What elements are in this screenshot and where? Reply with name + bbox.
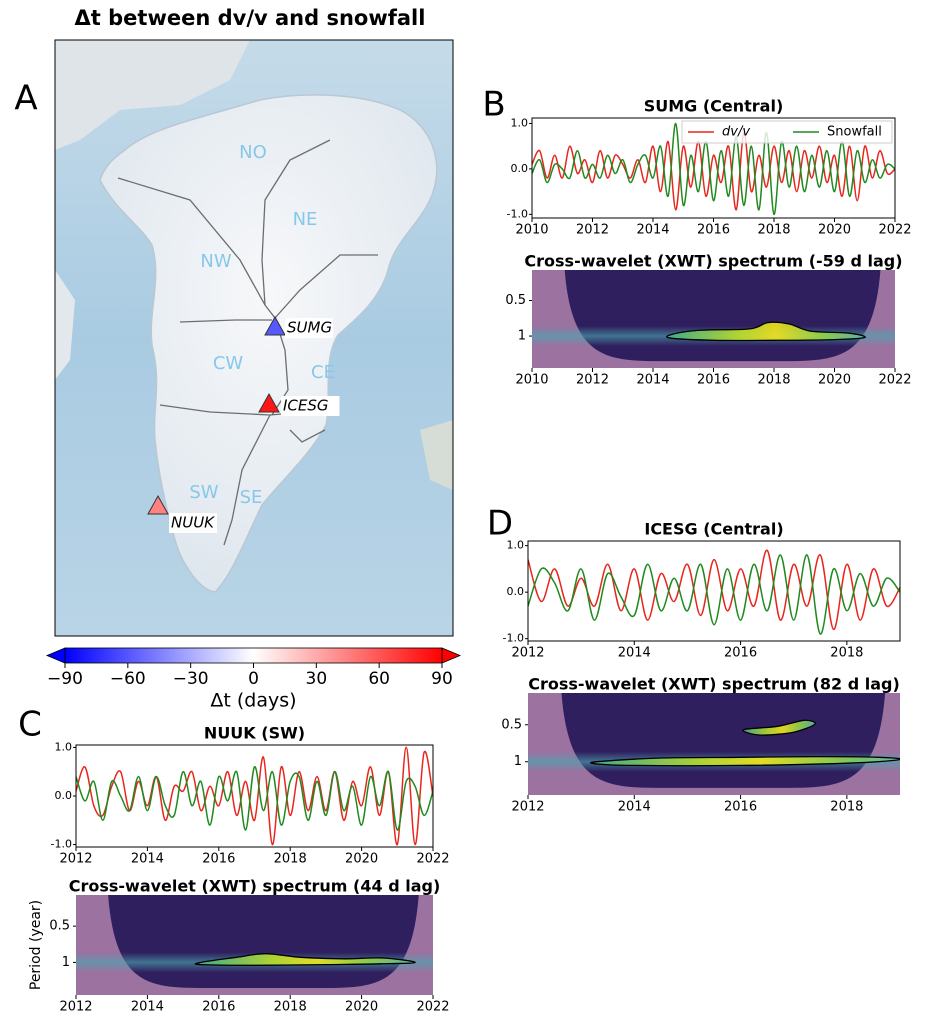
x-tick-label: 2010 — [515, 223, 548, 238]
legend-label: dv/v — [722, 125, 750, 140]
y-tick-label: 0.5 — [49, 919, 70, 934]
panel-title: Cross-wavelet (XWT) spectrum (44 d lag) — [69, 877, 441, 896]
y-tick-label: 1 — [514, 754, 522, 769]
x-tick-label: 2016 — [697, 223, 730, 238]
x-tick-label: 2014 — [618, 800, 651, 815]
x-tick-label: 30 — [306, 669, 328, 689]
region-label: CW — [213, 353, 244, 374]
x-tick-label: −90 — [47, 669, 83, 689]
x-tick-label: 2018 — [757, 373, 790, 388]
panel-title: Cross-wavelet (XWT) spectrum (-59 d lag) — [524, 252, 902, 271]
series-line — [528, 555, 900, 634]
x-tick-label: −60 — [110, 669, 146, 689]
x-tick-label: 2014 — [636, 373, 669, 388]
x-tick-label: 2016 — [697, 373, 730, 388]
panel-letter: A — [14, 79, 37, 119]
x-tick-label: 2010 — [515, 373, 548, 388]
y-tick-label: 0.0 — [511, 162, 529, 175]
y-tick-label: 1.0 — [511, 116, 529, 129]
x-tick-label: 2012 — [576, 373, 609, 388]
x-tick-label: 2014 — [131, 852, 164, 867]
x-tick-label: 2016 — [202, 852, 235, 867]
x-tick-label: 2014 — [636, 223, 669, 238]
station-label: ICESG — [283, 397, 329, 415]
region-label: SW — [189, 482, 218, 503]
y-axis-label: Period (year) — [28, 900, 44, 990]
x-tick-label: 2018 — [830, 800, 863, 815]
spectrum — [532, 270, 895, 368]
x-tick-label: 0 — [248, 669, 259, 689]
y-tick-label: 0.0 — [55, 789, 73, 802]
y-tick-label: -1.0 — [51, 838, 72, 851]
region-label: NE — [293, 209, 318, 230]
x-tick-label: 2012 — [576, 223, 609, 238]
y-tick-label: 0.5 — [501, 717, 522, 732]
cone-of-influence — [108, 895, 419, 988]
x-tick-label: 2018 — [274, 1000, 307, 1012]
spectrum — [528, 693, 901, 795]
panel-title: SUMG (Central) — [644, 97, 784, 116]
region-label: CE — [311, 362, 335, 383]
panel-letter: C — [18, 705, 42, 745]
panel-letter: D — [487, 504, 513, 544]
colorbar — [65, 648, 442, 663]
x-tick-label: 2022 — [416, 852, 449, 867]
x-tick-label: 2022 — [416, 1000, 449, 1012]
x-tick-label: 2022 — [878, 373, 911, 388]
x-tick-label: −30 — [173, 669, 209, 689]
station-label: SUMG — [287, 319, 332, 337]
x-tick-label: 2020 — [818, 373, 851, 388]
map: NO NE NW CW CE SW SE SUMG ICESG NUUK — [55, 40, 453, 636]
colorbar-ext — [442, 648, 460, 663]
y-tick-label: 0.0 — [507, 585, 525, 598]
series-line — [76, 747, 433, 844]
x-axis-label: Δt (days) — [210, 690, 296, 712]
x-tick-label: 2012 — [59, 852, 92, 867]
y-tick-label: 0.5 — [505, 293, 526, 308]
y-tick-label: -1.0 — [507, 207, 528, 220]
series-line — [528, 550, 900, 629]
x-tick-label: 2018 — [830, 646, 863, 661]
x-tick-label: 2022 — [878, 223, 911, 238]
colorbar-ext — [47, 648, 65, 663]
x-tick-label: 2020 — [345, 852, 378, 867]
region-label: NW — [200, 251, 231, 272]
y-tick-label: -1.0 — [503, 632, 524, 645]
region-label: SE — [240, 487, 263, 508]
panel-title: NUUK (SW) — [204, 724, 305, 743]
y-tick-label: 1 — [518, 329, 526, 344]
cone-of-influence — [565, 270, 881, 361]
y-tick-label: 1.0 — [507, 539, 525, 552]
x-tick-label: 2014 — [618, 646, 651, 661]
x-tick-label: 90 — [431, 669, 453, 689]
legend-label: Snowfall — [827, 125, 882, 140]
panel-letter: B — [482, 85, 505, 125]
y-tick-label: 1.0 — [55, 740, 73, 753]
x-tick-label: 2016 — [724, 800, 757, 815]
x-tick-label: 2012 — [59, 1000, 92, 1012]
axes-frame — [528, 541, 900, 641]
x-tick-label: 60 — [368, 669, 390, 689]
x-tick-label: 2020 — [818, 223, 851, 238]
figure-title: Δt between dv/v and snowfall — [75, 6, 426, 30]
x-tick-label: 2016 — [202, 1000, 235, 1012]
cone-of-influence — [561, 693, 885, 788]
station-label: NUUK — [171, 514, 215, 532]
x-tick-label: 2016 — [724, 646, 757, 661]
x-tick-label: 2014 — [131, 1000, 164, 1012]
figure: Δt between dv/v and snowfall NO NE NW CW CE S… — [0, 0, 933, 1012]
panel-title: ICESG (Central) — [644, 520, 783, 539]
x-tick-label: 2018 — [274, 852, 307, 867]
panel-title: Cross-wavelet (XWT) spectrum (82 d lag) — [528, 675, 900, 694]
x-tick-label: 2012 — [511, 646, 544, 661]
axes-frame — [76, 745, 433, 847]
region-label: NO — [239, 142, 267, 163]
x-tick-label: 2012 — [511, 800, 544, 815]
x-tick-label: 2018 — [757, 223, 790, 238]
spectrum — [76, 895, 433, 995]
x-tick-label: 2020 — [345, 1000, 378, 1012]
y-tick-label: 1 — [62, 955, 70, 970]
